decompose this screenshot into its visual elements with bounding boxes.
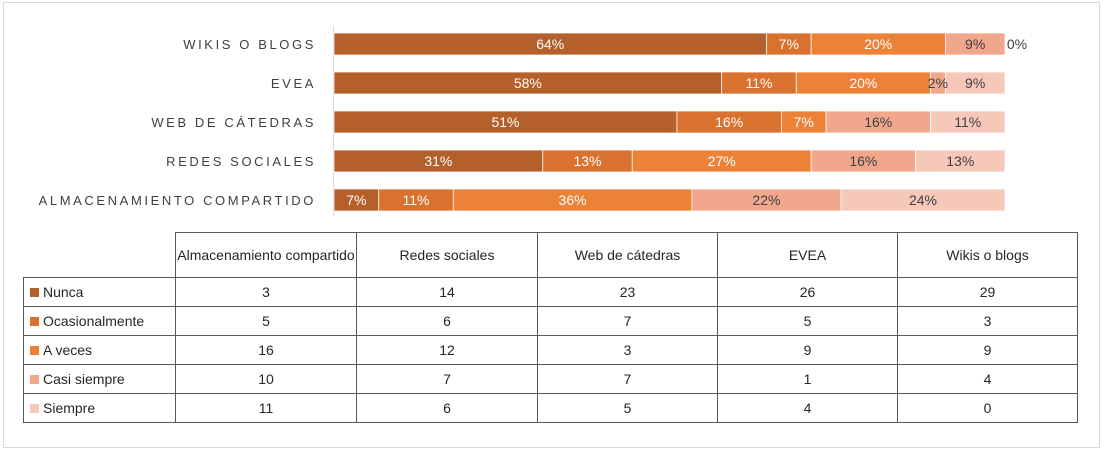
table-row: A veces 16 12 3 9 9 — [23, 335, 1078, 365]
category-axis-labels: WIKIS O BLOGS EVEA WEB DE CÁTEDRAS REDES SO… — [39, 37, 316, 208]
table-cell: 4 — [717, 393, 898, 423]
stacked-bar-chart: WIKIS O BLOGS EVEA WEB DE CÁTEDRAS REDES SO… — [39, 26, 1027, 216]
data-label: 13% — [573, 153, 601, 169]
legend-key-swatch — [30, 375, 39, 384]
legend-key-swatch — [30, 317, 39, 326]
table-cell: 16 — [175, 335, 357, 365]
table-cell: 7 — [356, 364, 538, 394]
table-row: Siempre 11 6 5 4 0 — [23, 393, 1078, 423]
table-cell: 23 — [537, 277, 718, 307]
data-label: 20% — [849, 75, 877, 91]
data-table: Almacenamiento compartido Redes sociales… — [23, 232, 1078, 423]
data-label: 24% — [909, 192, 937, 208]
table-row: Ocasionalmente 5 6 7 5 3 — [23, 306, 1078, 336]
table-column-header: Redes sociales — [356, 232, 538, 278]
data-label: 22% — [752, 192, 780, 208]
table-column-header: Web de cátedras — [537, 232, 718, 278]
category-label: WIKIS O BLOGS — [183, 37, 316, 52]
data-label: 13% — [946, 153, 974, 169]
table-cell: 11 — [175, 393, 357, 423]
data-label: 36% — [559, 192, 587, 208]
data-label: 0% — [1007, 36, 1027, 52]
data-label: 27% — [708, 153, 736, 169]
category-label: WEB DE CÁTEDRAS — [151, 115, 316, 130]
legend-row-label: Nunca — [23, 277, 176, 307]
table-corner-cell — [23, 232, 176, 278]
bar-segments — [333, 32, 1006, 212]
data-label: 7% — [794, 114, 814, 130]
legend-label: A veces — [43, 342, 93, 358]
table-column-header: Wikis o blogs — [897, 232, 1078, 278]
table-cell: 9 — [717, 335, 898, 365]
legend-label: Ocasionalmente — [43, 313, 145, 329]
data-label: 9% — [965, 36, 985, 52]
data-label: 7% — [779, 36, 799, 52]
table-column-header: EVEA — [717, 232, 898, 278]
data-label: 16% — [849, 153, 877, 169]
table-cell: 29 — [897, 277, 1078, 307]
legend-row-label: Siempre — [23, 393, 176, 423]
data-label: 7% — [346, 192, 366, 208]
legend-row-label: A veces — [23, 335, 176, 365]
table-cell: 9 — [897, 335, 1078, 365]
bar-segment — [840, 188, 1006, 212]
data-label: 51% — [491, 114, 519, 130]
data-label: 20% — [864, 36, 892, 52]
table-cell: 1 — [717, 364, 898, 394]
bar-segment — [944, 71, 1006, 95]
table-row: Casi siempre 10 7 7 1 4 — [23, 364, 1078, 394]
data-label: 2% — [928, 75, 948, 91]
data-label: 64% — [536, 36, 564, 52]
data-label: 9% — [965, 75, 985, 91]
table-cell: 7 — [537, 364, 718, 394]
table-cell: 4 — [897, 364, 1078, 394]
bar-segment — [944, 32, 1006, 56]
table-cell: 26 — [717, 277, 898, 307]
legend-row-label: Ocasionalmente — [23, 306, 176, 336]
table-cell: 3 — [897, 306, 1078, 336]
data-label: 31% — [424, 153, 452, 169]
table-row: Nunca 3 14 23 26 29 — [23, 277, 1078, 307]
table-header-row: Almacenamiento compartido Redes sociales… — [23, 232, 1078, 278]
table-cell: 5 — [175, 306, 357, 336]
table-cell: 7 — [537, 306, 718, 336]
table-cell: 5 — [717, 306, 898, 336]
table-cell: 6 — [356, 393, 538, 423]
category-label: EVEA — [271, 76, 316, 91]
bar-segment — [915, 149, 1006, 173]
data-label: 16% — [864, 114, 892, 130]
legend-label: Nunca — [43, 284, 84, 300]
data-label: 11% — [954, 114, 981, 130]
legend-label: Siempre — [43, 400, 96, 416]
table-cell: 12 — [356, 335, 538, 365]
table-column-header: Almacenamiento compartido — [175, 232, 357, 278]
legend-key-swatch — [30, 346, 39, 355]
table-cell: 5 — [537, 393, 718, 423]
table-cell: 3 — [537, 335, 718, 365]
legend-label: Casi siempre — [43, 371, 125, 387]
table-cell: 10 — [175, 364, 357, 394]
chart-frame — [3, 2, 1100, 448]
data-label: 11% — [745, 75, 772, 91]
data-label: 16% — [715, 114, 743, 130]
data-label: 58% — [514, 75, 542, 91]
data-label: 11% — [403, 192, 430, 208]
table-cell: 14 — [356, 277, 538, 307]
table-cell: 0 — [897, 393, 1078, 423]
legend-key-swatch — [30, 288, 39, 297]
legend-row-label: Casi siempre — [23, 364, 176, 394]
data-labels: 64% 7% 20% 9% 0% 58% 11% 20% 2% 9% 51% 16% 7% 16% 11% 3… — [346, 36, 1027, 208]
category-label: ALMACENAMIENTO COMPARTIDO — [39, 193, 316, 208]
legend-key-swatch — [30, 404, 39, 413]
table-cell: 3 — [175, 277, 357, 307]
category-label: REDES SOCIALES — [166, 154, 316, 169]
bar-segment — [930, 110, 1006, 134]
table-cell: 6 — [356, 306, 538, 336]
